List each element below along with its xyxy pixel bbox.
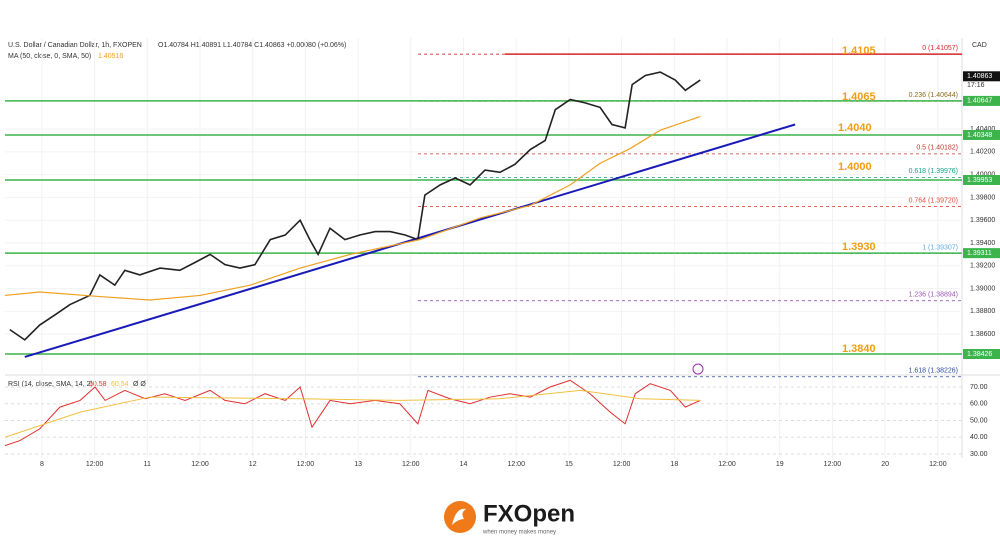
rsi-tick-label: 40.00 [970, 434, 988, 441]
y-tick-label: 1.38600 [970, 331, 995, 338]
level-label: 1.3930 [842, 241, 876, 253]
ma-line [4, 115, 701, 301]
rsi-tick-label: 50.00 [970, 417, 988, 424]
level-label: 1.4105 [842, 45, 876, 57]
y-tick-label: 1.40200 [970, 149, 995, 156]
current-price: 1.40863 [967, 73, 992, 80]
fib-label: 1 (1.39307) [922, 244, 958, 251]
price-badge [963, 95, 1000, 106]
level-label: 1.4040 [838, 122, 872, 134]
x-tick-label: 12 [249, 461, 257, 468]
fib-label: 0.236 (1.40644) [909, 92, 958, 99]
price-badge-label: 1.40647 [967, 98, 992, 105]
price-badge [963, 248, 1000, 259]
rsi-tick-label: 70.00 [970, 384, 988, 391]
x-tick-label: 15 [565, 461, 573, 468]
price-badge [963, 129, 1000, 140]
x-tick-label: 12:00 [824, 461, 842, 468]
rsi-value: 60.58 [89, 381, 107, 388]
fib-label: 0.764 (1.39720) [909, 197, 958, 204]
rsi-extra: Ø Ø [133, 381, 146, 388]
rsi-ma-line [4, 389, 701, 438]
y-tick-label: 1.39800 [970, 194, 995, 201]
rsi-line [4, 379, 701, 447]
level-label: 1.3840 [842, 343, 876, 355]
price-badge-label: 1.40348 [967, 132, 992, 139]
rsi-tick-label: 60.00 [970, 401, 988, 408]
y-tick-label: 1.39000 [970, 285, 995, 292]
x-tick-label: 12:00 [718, 461, 736, 468]
level-label: 1.4000 [838, 161, 872, 173]
price-badge [963, 348, 1000, 359]
x-tick-label: 19 [776, 461, 784, 468]
x-tick-label: 12:00 [86, 461, 104, 468]
price-badge [963, 174, 1000, 185]
trendline [24, 123, 796, 358]
currency: CAD [972, 42, 987, 49]
fib-label: 1.236 (1.38894) [909, 292, 958, 299]
header-title: U.S. Dollar / Canadian Dollar, 1h, FXOPE… [8, 42, 142, 49]
rsi-ma-value: 60.54 [111, 381, 129, 388]
y-tick-label: 1.39400 [970, 240, 995, 247]
ma-legend: MA (50, close, 0, SMA, 50) [8, 53, 91, 60]
fib-label: 1.618 (1.38226) [909, 368, 958, 375]
x-tick-label: 12:00 [297, 461, 315, 468]
y-tick-label: 1.39200 [970, 263, 995, 270]
x-tick-label: 12:00 [613, 461, 631, 468]
x-tick-label: 12:00 [929, 461, 947, 468]
x-tick-label: 13 [354, 461, 362, 468]
fib-label: 0 (1.41057) [922, 45, 958, 52]
alert-icon[interactable] [692, 363, 704, 375]
x-tick-label: 8 [40, 461, 44, 468]
x-tick-label: 18 [670, 461, 678, 468]
price-badge-label: 1.38426 [967, 351, 992, 358]
brand: FXOpen [483, 500, 575, 527]
fib-label: 0.5 (1.40182) [916, 145, 958, 152]
ma-value: 1.40516 [98, 53, 123, 60]
x-tick-label: 11 [144, 461, 151, 468]
logo [444, 501, 476, 533]
x-tick-label: 20 [881, 461, 889, 468]
rsi-tick-label: 30.00 [970, 451, 988, 458]
x-tick-label: 14 [460, 461, 468, 468]
tagline: when money makes money [482, 530, 556, 536]
fib-label: 0.618 (1.39976) [909, 168, 958, 175]
price-badge-label: 1.39953 [967, 177, 992, 184]
price-badge-label: 1.39311 [967, 250, 992, 257]
x-tick-label: 12:00 [507, 461, 525, 468]
x-tick-label: 12:00 [402, 461, 420, 468]
x-tick-label: 12:00 [191, 461, 209, 468]
current-price-badge [963, 71, 1000, 82]
y-tick-label: 1.40400 [970, 126, 995, 133]
rsi-legend: RSI (14, close, SMA, 14, 2) [8, 381, 93, 388]
price-line [9, 71, 701, 341]
y-tick-label: 1.38800 [970, 308, 995, 315]
header-ohlc: O1.40784 H1.40891 L1.40784 C1.40863 +0.0… [158, 42, 346, 49]
countdown: 17:16 [967, 82, 985, 89]
y-tick-label: 1.39600 [970, 217, 995, 224]
level-label: 1.4065 [842, 91, 876, 103]
y-tick-label: 1.40000 [970, 171, 995, 178]
